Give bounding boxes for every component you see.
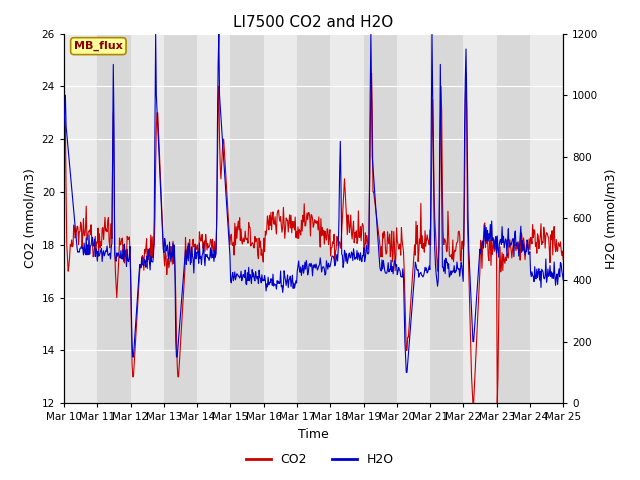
Bar [197, 34, 230, 403]
Bar [330, 34, 364, 403]
Bar [463, 34, 497, 403]
Bar [164, 34, 197, 403]
Bar [64, 34, 97, 403]
X-axis label: Time: Time [298, 428, 329, 441]
Title: LI7500 CO2 and H2O: LI7500 CO2 and H2O [234, 15, 394, 30]
Bar [97, 34, 131, 403]
Y-axis label: CO2 (mmol/m3): CO2 (mmol/m3) [23, 168, 36, 268]
Bar [430, 34, 463, 403]
Bar [297, 34, 330, 403]
Y-axis label: H2O (mmol/m3): H2O (mmol/m3) [604, 168, 617, 269]
Bar [364, 34, 397, 403]
Text: MB_flux: MB_flux [74, 41, 123, 51]
Bar [397, 34, 430, 403]
Bar [131, 34, 164, 403]
Bar [530, 34, 563, 403]
Bar [230, 34, 264, 403]
Bar [497, 34, 530, 403]
Legend: CO2, H2O: CO2, H2O [241, 448, 399, 471]
Bar [264, 34, 297, 403]
